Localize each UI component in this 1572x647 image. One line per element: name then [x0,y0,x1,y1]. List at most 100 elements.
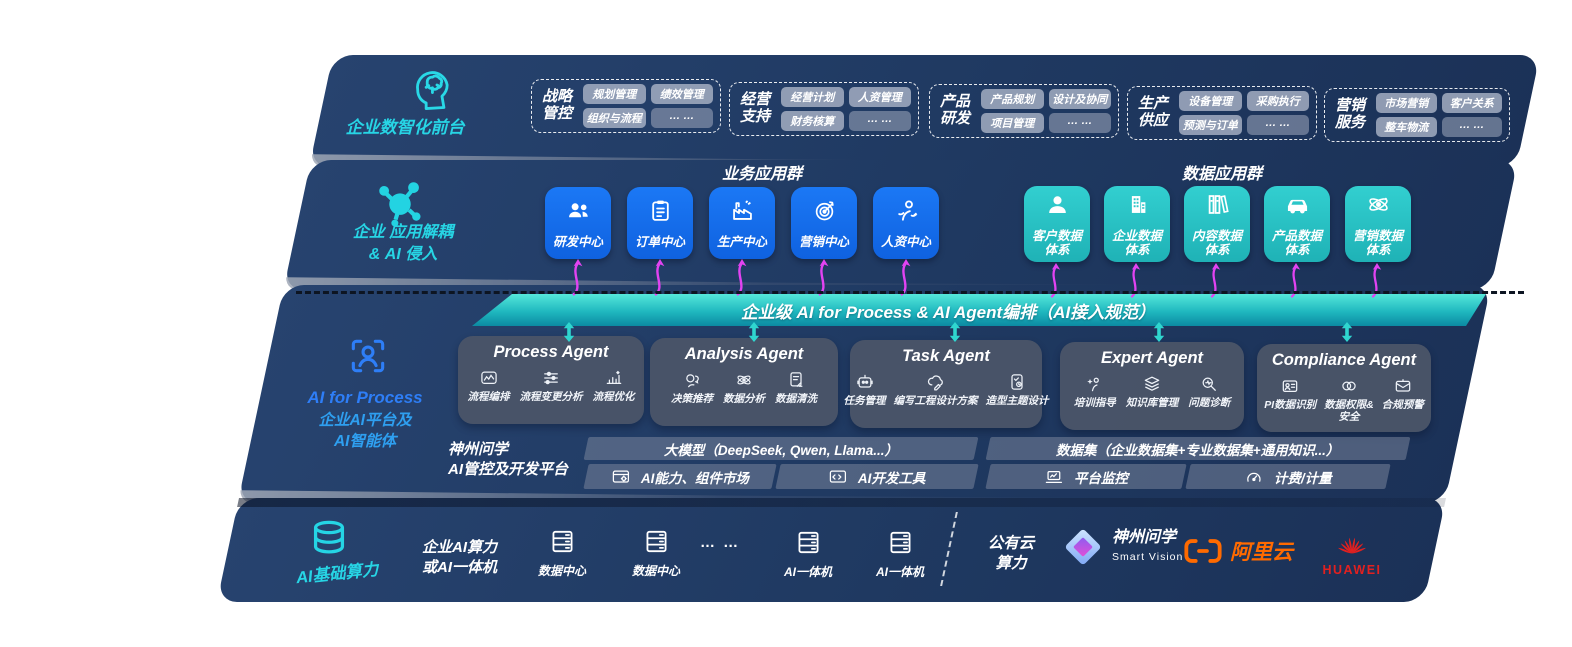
module-pill[interactable]: 项目管理 [981,113,1044,133]
connector-arrow-icon [1050,262,1061,298]
module-pill[interactable]: … … [1246,115,1309,135]
huawei-flower-logo [1338,537,1366,554]
module-pill[interactable]: 客户关系 [1441,93,1502,113]
agent-name: Analysis Agent [684,345,804,363]
ai-brain-head-icon [406,62,458,119]
ai-devtools-icon [830,470,847,483]
front-group-product: 产品 研发 产品规划 设计及协同 项目管理 … … [929,84,1119,138]
tile-enterprise-data[interactable]: 企业数据 体系 [1104,186,1170,262]
cell-platform-monitoring[interactable]: 平台监控 [985,464,1187,489]
dataset-bar[interactable]: 数据集（企业数据集+专业数据集+通用知识...） [985,437,1411,460]
content-library-icon [1204,191,1231,223]
model-bar[interactable]: 大模型（DeepSeek, Qwen, Llama...） [583,437,979,460]
agent-capability: 知识库管理 [1126,374,1178,409]
tile-order-center[interactable]: 订单中心 [627,187,693,259]
module-pill[interactable]: … … [1441,117,1502,137]
agent-card-process[interactable]: Process Agent 流程编排 流程变更分析 流程优化 [458,336,644,424]
front-group-production: 生产 供应 设备管理 采购执行 预测与订单 … … [1127,86,1317,140]
double-arrow-icon [1153,322,1165,342]
server-icon [890,531,910,554]
module-pill[interactable]: 绩效管理 [650,84,713,104]
person-focus-icon [346,334,390,383]
network-molecule-icon [372,175,428,236]
agent-capability: 数据分析 [723,370,765,405]
module-pill[interactable]: 采购执行 [1246,91,1309,111]
band-label: 企业级 AI for Process & AI Agent编排（AI接入规范） [740,302,1156,322]
group-title: 经营 支持 [739,91,770,125]
node-datacenter-2: 数据中心 [618,527,694,579]
vendor-huawei[interactable]: HUAWEI [1322,520,1382,577]
data-group-heading: 数据应用群 [1181,166,1262,183]
decision-icon [686,374,699,388]
module-pill[interactable]: 产品规划 [981,89,1044,109]
tile-hr-center[interactable]: 人资中心 [873,187,939,259]
tile-customer-data[interactable]: 客户数据 体系 [1024,186,1090,262]
agent-card-analysis[interactable]: Analysis Agent 决策推荐 数据分析 数据清洗 [650,338,838,426]
tile-production-center[interactable]: 生产中心 [709,187,775,259]
business-group-heading: 业务应用群 [721,166,802,183]
task-management-icon [856,374,873,388]
marketing-atom-icon [1365,191,1392,223]
cell-metering-billing[interactable]: 计费/计量 [1185,464,1391,489]
cell-ai-marketplace[interactable]: AI能力、组件市场 [583,464,777,489]
agent-name: Expert Agent [1100,349,1204,367]
group-title: 营销 服务 [1334,97,1365,131]
module-pill[interactable]: 财务核算 [781,111,844,131]
agent-card-expert[interactable]: Expert Agent 培训指导 知识库管理 问题诊断 [1060,342,1244,430]
pi-data-icon [1282,380,1298,393]
module-pill[interactable]: 组织与流程 [583,108,646,128]
vendor-shenzhou[interactable]: 神州问学 Smart Vision [1062,526,1183,568]
server-icon [798,531,818,554]
agent-capability: 数据权限& 安全 [1324,376,1374,423]
agent-card-compliance[interactable]: Compliance Agent PI数据识别 数据权限& 安全 合规预警 [1257,344,1431,432]
agent-capability: 流程变更分析 [520,368,583,403]
ai-platform-label: 企业AI平台及 AI智能体 [318,412,412,450]
double-arrow-icon [563,322,575,342]
agent-capability: 数据清洗 [775,370,817,405]
module-pill[interactable]: 预测与订单 [1179,115,1242,135]
vendor-name: 阿里云 [1230,541,1293,564]
database-icon [306,516,352,567]
enterprise-building-icon [1124,191,1151,223]
data-cleaning-icon [790,372,803,387]
node-ai-appliance-2: AI一体机 [862,528,938,580]
agent-capability: 任务管理 [844,372,886,407]
tile-product-data[interactable]: 产品数据 体系 [1264,186,1330,262]
tile-marketing-data[interactable]: 营销数据 体系 [1345,186,1411,262]
module-pill[interactable]: 设计及协同 [1048,89,1111,109]
tile-content-data[interactable]: 内容数据 体系 [1184,186,1250,262]
tile-rd-center[interactable]: 研发中心 [545,187,611,259]
vendor-alibaba-cloud[interactable]: 阿里云 [1184,536,1293,566]
order-clipboard-icon [647,197,674,229]
front-layer-label: 企业数智化前台 [345,118,465,137]
module-pill[interactable]: … … [650,108,713,128]
factory-icon [729,197,756,229]
module-pill[interactable]: 规划管理 [583,84,646,104]
agent-capability: 造型主题设计 [986,372,1049,407]
module-pill[interactable]: 经营计划 [781,87,844,107]
front-group-strategy: 战略 管控 规划管理 绩效管理 组织与流程 … … [531,79,721,133]
vendor-subtitle: Smart Vision [1112,551,1184,563]
app-layer-label: 企业 应用解耦 & AI 侵入 [352,224,454,263]
module-pill[interactable]: 设备管理 [1179,91,1242,111]
module-pill[interactable]: … … [1048,113,1111,133]
tile-label: 产品数据 体系 [1271,228,1322,257]
knowledge-base-icon [1144,376,1160,391]
module-pill[interactable]: 市场营销 [1376,93,1437,113]
module-pill[interactable]: … … [848,111,911,131]
node-datacenter-1: 数据中心 [524,527,600,579]
group-title: 产品 研发 [939,93,970,127]
agent-name: Task Agent [902,347,990,365]
agent-name: Compliance Agent [1271,351,1417,369]
tile-label: 生产中心 [716,234,767,249]
cell-ai-devtools[interactable]: AI开发工具 [775,464,979,489]
module-pill[interactable]: 人资管理 [848,87,911,107]
shenzhou-diamond-logo [1065,529,1101,565]
module-pill[interactable]: 整车物流 [1376,117,1437,137]
front-group-operation: 经营 支持 经营计划 人资管理 财务核算 … … [729,82,919,136]
tile-marketing-center[interactable]: 营销中心 [791,187,857,259]
ai-for-process-label: AI for Process [307,388,423,407]
agent-card-task[interactable]: Task Agent 任务管理 编写工程设计方案 造型主题设计 [844,340,1049,428]
tile-label: 研发中心 [552,234,603,249]
